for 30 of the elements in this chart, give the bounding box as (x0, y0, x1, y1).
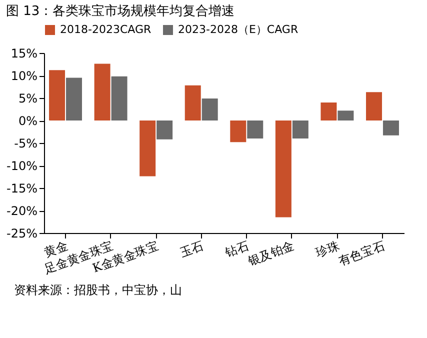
bar (184, 85, 201, 120)
legend-label: 2018-2023CAGR (60, 23, 152, 36)
bar (275, 120, 292, 218)
bar (320, 102, 337, 120)
bar (292, 120, 308, 138)
y-tick-label: 5% (18, 92, 38, 106)
y-tick-label: 0% (18, 114, 38, 128)
y-tick-label: 10% (10, 69, 38, 83)
bar (230, 120, 246, 142)
bar (49, 70, 66, 120)
y-tick-label: -15% (6, 182, 38, 196)
y-tick-label: 15% (10, 46, 38, 60)
bar (111, 76, 128, 120)
bar (338, 110, 354, 120)
x-tick-label: 玉石 (178, 238, 206, 260)
bar (366, 92, 382, 120)
bar (202, 98, 218, 120)
bar (156, 120, 173, 140)
bar (140, 120, 156, 176)
y-tick-label: -10% (6, 159, 38, 173)
bar (247, 120, 264, 138)
text: 资料来源：招股书，中宝协，山 (14, 283, 182, 297)
y-tick-label: -25% (6, 226, 38, 240)
bar (94, 64, 110, 120)
chart-title: 图 13：各类珠宝市场规模年均复合增速 (6, 3, 235, 19)
y-tick-label: -20% (6, 204, 38, 218)
bar (66, 78, 82, 120)
y-tick-label: -5% (14, 136, 38, 150)
bar (382, 120, 399, 136)
legend-label: 2023-2028（E）CAGR (178, 23, 298, 36)
